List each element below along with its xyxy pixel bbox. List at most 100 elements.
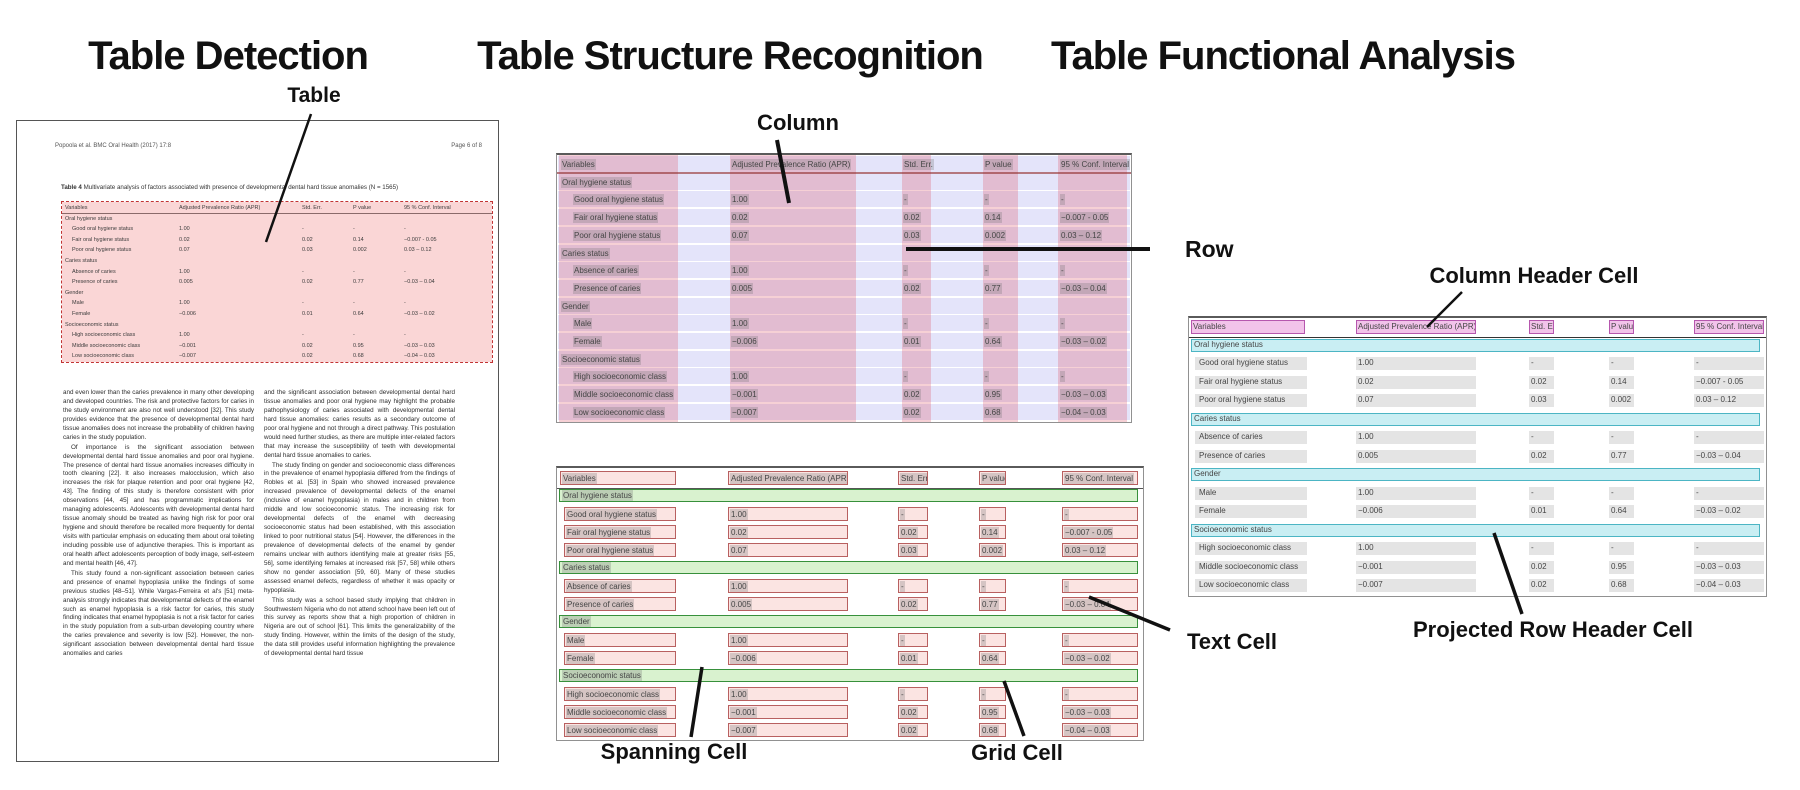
- doc-data-cell: -: [302, 332, 304, 339]
- doc-data-cell: 0.68: [353, 353, 364, 360]
- doc-data-cell: −0.03 – 0.03: [404, 342, 435, 349]
- cell-text: 1.00: [730, 509, 748, 520]
- cell: −0.03 – 0.04: [1064, 599, 1137, 610]
- doc-column-header: Adjusted Prevalence Ratio (APR): [179, 205, 261, 211]
- row-label-cell: Low socioeconomic class: [573, 406, 693, 418]
- data-cell-text: 0.01: [903, 336, 921, 347]
- cell: 0.02: [730, 527, 847, 538]
- cell-text: Variables: [562, 473, 597, 484]
- text-cell-box: -: [1529, 486, 1554, 500]
- cell: Fair oral hygiene status: [566, 527, 675, 538]
- data-cell: -: [903, 371, 975, 383]
- row-label-cell: Poor oral hygiene status: [573, 229, 693, 241]
- row-label-cell-text: Good oral hygiene status: [573, 194, 664, 206]
- data-cell: 0.02: [731, 212, 851, 224]
- data-cell-text: -: [984, 194, 989, 206]
- cell-text: P value: [981, 473, 1005, 484]
- grid-cell-box: −0.001: [728, 705, 848, 719]
- data-cell: 0.02: [903, 212, 975, 224]
- data-cell-text: 0.64: [984, 336, 1002, 347]
- column-header-cell: Std. Err.: [903, 159, 975, 170]
- text-cell-box: -: [1694, 486, 1764, 500]
- spanning-cell-box: Gender: [559, 615, 1138, 628]
- cell: 1.00: [1358, 432, 1374, 441]
- doc-data-cell: 0.14: [353, 236, 364, 243]
- cell: 0.07: [1358, 395, 1374, 404]
- cell: 0.68: [981, 725, 1005, 736]
- cell: 1.00: [730, 635, 847, 646]
- cell-text: Middle socioeconomic class: [566, 707, 668, 718]
- doc-data-cell: 0.005: [179, 279, 193, 286]
- cell: P value: [1611, 322, 1633, 331]
- data-cell-text: −0.006: [731, 336, 758, 347]
- cell: -: [1531, 543, 1534, 552]
- text-cell-box: Poor oral hygiene status: [1195, 394, 1307, 407]
- data-cell-text: -: [1060, 194, 1065, 206]
- cell: Absence of caries: [566, 581, 675, 592]
- doc-data-cell: 0.02: [302, 236, 313, 243]
- cell: -: [1064, 635, 1137, 646]
- cell-text: −0.007: [730, 725, 757, 736]
- text-cell-box: 0.02: [1529, 579, 1554, 592]
- cell: Variables: [562, 473, 675, 484]
- cell: 0.95: [981, 707, 1005, 718]
- cell: 1.00: [1358, 487, 1374, 497]
- grid-cell-box: −0.006: [728, 651, 848, 665]
- doc-row-label: Socioeconomic status: [65, 321, 119, 328]
- cell-text: 0.01: [900, 653, 918, 664]
- cell: 0.005: [730, 599, 847, 610]
- text-cell-box: -: [1609, 486, 1634, 500]
- grid-cell-box: Middle socioeconomic class: [564, 705, 676, 719]
- data-cell: -: [984, 194, 1056, 206]
- row-highlight: [558, 297, 1130, 314]
- grid-cell-box: High socioeconomic class: [564, 687, 676, 701]
- cell: −0.03 – 0.03: [1696, 561, 1741, 571]
- data-cell: 0.02: [903, 406, 975, 418]
- grid-cell-box: -: [898, 507, 928, 521]
- data-cell: −0.006: [731, 336, 851, 347]
- doc-data-cell: −0.04 – 0.03: [404, 353, 435, 360]
- cell-text: 0.77: [981, 599, 999, 610]
- text-cell-box: -: [1694, 431, 1764, 444]
- data-cell: 0.64: [984, 336, 1056, 347]
- doc-data-cell: -: [353, 332, 355, 339]
- data-cell-text: -: [984, 318, 989, 330]
- text-cell-box: -: [1694, 357, 1764, 370]
- functional-analysis-table: Variables Adjusted Prevalence Ratio (APR)…: [1188, 316, 1767, 597]
- row-label-cell-text: Presence of caries: [573, 282, 642, 294]
- row-highlight: [558, 226, 1130, 243]
- grid-cell-box: Male: [564, 633, 676, 647]
- row-highlight: [558, 315, 1130, 332]
- doc-column-header: Variables: [65, 205, 88, 211]
- cell-text: Adjusted Prevalence Ratio (APR): [730, 473, 847, 484]
- text-cell-box: Low socioeconomic class: [1195, 579, 1307, 592]
- data-cell-text: 0.03 – 0.12: [1060, 229, 1103, 241]
- grid-cell-box: Poor oral hygiene status: [564, 543, 676, 557]
- doc-row-label: Poor oral hygiene status: [72, 247, 132, 254]
- cell-text: -: [900, 509, 905, 520]
- cell: -: [1696, 487, 1699, 497]
- callout-column: Column: [757, 110, 839, 135]
- header-rule: [557, 488, 1143, 489]
- data-cell: 1.00: [731, 194, 851, 206]
- cell: 1.00: [730, 689, 847, 700]
- cell-text: -: [1064, 509, 1069, 520]
- grid-cell-box: -: [1062, 507, 1138, 521]
- row-label-cell: Female: [573, 336, 693, 347]
- data-cell-text: -: [1060, 265, 1065, 277]
- doc-table-caption: Table 4 Multivariate analysis of factors…: [61, 184, 493, 191]
- doc-data-cell: 0.02: [302, 353, 313, 360]
- doc-data-cell: 0.03: [302, 247, 313, 254]
- callout-projected-row-header-cell: Projected Row Header Cell: [1413, 617, 1693, 642]
- data-cell-text: 0.14: [984, 212, 1002, 224]
- cell: 0.64: [981, 653, 1005, 664]
- data-cell-text: 0.02: [903, 282, 921, 294]
- data-cell: 0.68: [984, 406, 1056, 418]
- doc-row-label: Gender: [65, 289, 84, 296]
- data-cell-text: 0.07: [731, 229, 749, 241]
- doc-data-cell: 1.00: [179, 226, 190, 233]
- column-header-cell: Adjusted Prevalence Ratio (APR): [731, 159, 861, 170]
- cell-text: −0.03 – 0.03: [1064, 707, 1111, 718]
- grid-cell-box: 0.77: [979, 597, 1006, 611]
- grid-cell-box: Std. Err.: [898, 471, 928, 485]
